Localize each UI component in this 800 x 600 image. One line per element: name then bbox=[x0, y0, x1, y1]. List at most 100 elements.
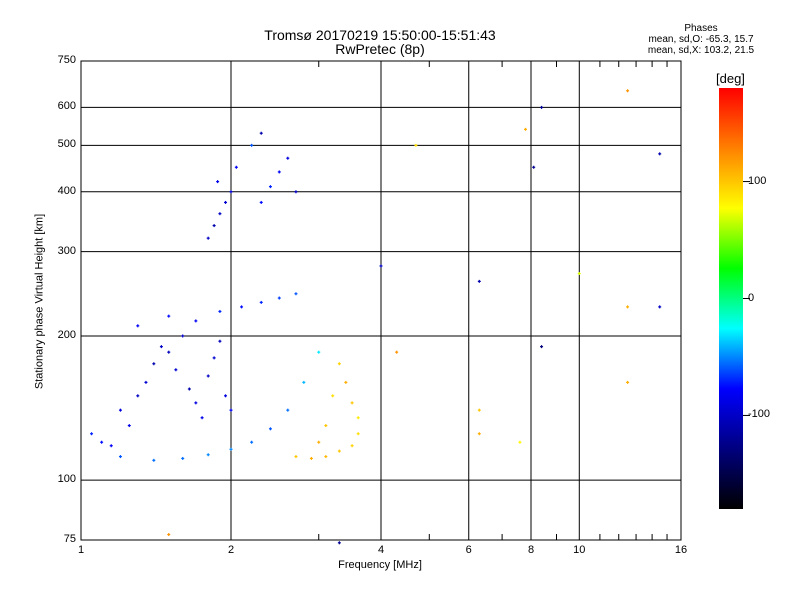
data-point bbox=[212, 356, 216, 360]
phases-heading: Phases bbox=[684, 23, 718, 34]
data-point bbox=[118, 455, 122, 459]
data-point bbox=[658, 305, 662, 309]
data-point bbox=[200, 416, 204, 420]
x-tick-label: 6 bbox=[465, 544, 472, 556]
colorbar-tick-label: 100 bbox=[748, 174, 767, 187]
data-point bbox=[218, 212, 222, 216]
data-point bbox=[229, 190, 233, 194]
data-point bbox=[216, 180, 220, 184]
data-point bbox=[317, 440, 321, 444]
data-point bbox=[337, 541, 341, 545]
colorbar-label: [deg] bbox=[716, 71, 745, 86]
data-point bbox=[100, 440, 104, 444]
data-point bbox=[136, 324, 140, 328]
grid-lines bbox=[81, 61, 681, 540]
chart-title: Tromsø 20170219 15:50:00-15:51:43 bbox=[264, 27, 496, 43]
data-point bbox=[229, 447, 233, 451]
data-point bbox=[350, 401, 354, 405]
data-point bbox=[234, 165, 238, 169]
data-point bbox=[331, 394, 335, 398]
data-point bbox=[317, 350, 321, 354]
y-tick-label: 750 bbox=[57, 54, 76, 66]
x-tick-label: 8 bbox=[527, 544, 535, 556]
data-point bbox=[174, 368, 178, 372]
data-point bbox=[250, 440, 254, 444]
data-point bbox=[240, 305, 244, 309]
data-point bbox=[302, 380, 306, 384]
x-axis-label: Frequency [MHz] bbox=[338, 559, 422, 571]
y-axis-label: Stationary phase Virtual Height [km] bbox=[33, 213, 46, 390]
data-point bbox=[167, 533, 171, 537]
data-point bbox=[540, 105, 544, 109]
data-point bbox=[626, 305, 630, 309]
data-point bbox=[477, 408, 481, 412]
data-point bbox=[250, 143, 254, 147]
data-point bbox=[194, 401, 198, 405]
data-point bbox=[229, 408, 233, 412]
data-point bbox=[294, 190, 298, 194]
data-point bbox=[477, 432, 481, 436]
x-tick-label: 1 bbox=[77, 544, 85, 556]
data-point bbox=[379, 264, 383, 268]
data-point bbox=[540, 345, 544, 349]
data-point bbox=[206, 236, 210, 240]
data-point bbox=[324, 424, 328, 428]
data-point bbox=[218, 309, 222, 313]
data-point bbox=[277, 296, 281, 300]
data-point bbox=[395, 350, 399, 354]
data-point bbox=[187, 387, 191, 391]
y-tick-label: 400 bbox=[57, 184, 76, 197]
data-point bbox=[152, 458, 156, 462]
x-tick-label: 2 bbox=[227, 544, 235, 556]
phases-x-stats: mean, sd,X: 103.2, 21.5 bbox=[647, 45, 755, 56]
phases-o-stats: mean, sd,O: -65.3, 15.7 bbox=[648, 34, 754, 45]
data-point bbox=[524, 127, 528, 131]
data-point bbox=[286, 408, 290, 412]
y-tick-label: 200 bbox=[57, 328, 76, 341]
data-point bbox=[518, 440, 522, 444]
data-point bbox=[532, 165, 536, 169]
data-point bbox=[577, 272, 581, 276]
data-point bbox=[286, 156, 290, 160]
data-point bbox=[626, 89, 630, 93]
data-point bbox=[356, 416, 360, 420]
data-point bbox=[224, 394, 228, 398]
data-point bbox=[268, 427, 272, 431]
data-point bbox=[167, 314, 171, 318]
data-point bbox=[268, 185, 272, 189]
y-tick-label: 100 bbox=[57, 473, 76, 486]
data-point bbox=[212, 224, 216, 228]
data-points bbox=[90, 89, 662, 545]
data-point bbox=[109, 444, 113, 448]
data-point bbox=[206, 453, 210, 457]
chart-subtitle: RwPretec (8p) bbox=[335, 41, 425, 57]
data-point bbox=[294, 292, 298, 296]
y-tick-label: 300 bbox=[57, 244, 76, 257]
colorbar bbox=[719, 88, 743, 509]
data-point bbox=[181, 456, 185, 460]
x-tick-label: 16 bbox=[674, 544, 688, 556]
data-point bbox=[218, 339, 222, 343]
colorbar-ticks bbox=[743, 181, 750, 416]
data-point bbox=[477, 279, 481, 283]
data-point bbox=[414, 143, 418, 147]
data-point bbox=[224, 200, 228, 204]
data-point bbox=[626, 380, 630, 384]
x-tick-label: 10 bbox=[573, 544, 586, 556]
data-point bbox=[259, 200, 263, 204]
data-point bbox=[90, 432, 94, 436]
data-point bbox=[337, 449, 341, 453]
x-tick-label: 4 bbox=[377, 544, 385, 556]
data-point bbox=[277, 170, 281, 174]
data-point bbox=[127, 424, 131, 428]
colorbar-tick-label: 0 bbox=[748, 291, 755, 304]
data-point bbox=[144, 380, 148, 384]
data-point bbox=[159, 345, 163, 349]
data-point bbox=[294, 455, 298, 459]
data-point bbox=[259, 300, 263, 304]
data-point bbox=[194, 319, 198, 323]
data-point bbox=[136, 394, 140, 398]
data-point bbox=[118, 408, 122, 412]
data-point bbox=[309, 456, 313, 460]
